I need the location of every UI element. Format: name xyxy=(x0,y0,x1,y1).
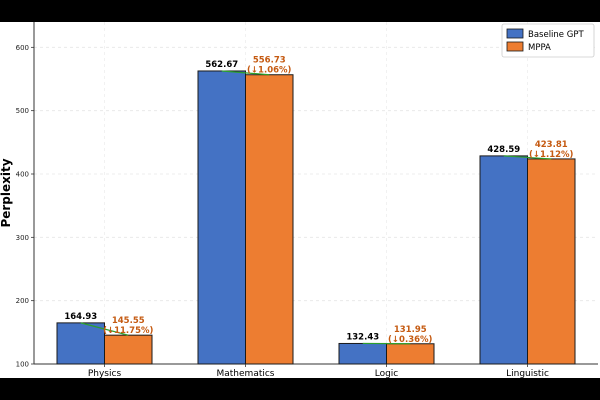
value-label-baseline-gpt: 132.43 xyxy=(346,332,379,342)
bar-baseline-gpt xyxy=(338,342,387,365)
bar-mppa xyxy=(527,158,576,365)
bar-baseline-gpt xyxy=(56,322,105,365)
change-label-mppa: (↓0.36%) xyxy=(388,335,432,345)
bar-baseline-gpt xyxy=(197,70,246,365)
change-label-mppa: (↓11.75%) xyxy=(103,326,153,336)
legend-label: Baseline GPT xyxy=(528,30,584,40)
y-tick-label: 300 xyxy=(16,234,29,242)
legend-label: MPPA xyxy=(528,43,551,53)
x-tick-label: Mathematics xyxy=(217,369,275,378)
legend-box xyxy=(501,23,595,58)
change-connector xyxy=(221,70,270,76)
chart-area: 100 200 300 400 500 600 Perplexity 164.93 145.55… xyxy=(0,22,600,378)
y-tick-label: 100 xyxy=(16,361,29,369)
value-label-baseline-gpt: 164.93 xyxy=(64,312,97,322)
value-label-baseline-gpt: 562.67 xyxy=(205,60,238,70)
bar-mppa xyxy=(104,334,153,365)
y-axis-label: Perplexity xyxy=(0,158,13,227)
bar-mppa xyxy=(386,343,435,365)
change-label-mppa: (↓1.06%) xyxy=(247,66,291,76)
value-label-mppa: 145.55 xyxy=(112,316,145,326)
x-tick-label: Linguistic xyxy=(506,369,549,378)
legend-swatch xyxy=(506,28,524,39)
value-label-mppa: 423.81 xyxy=(535,140,568,150)
value-label-mppa: 556.73 xyxy=(253,56,286,66)
y-tick-label: 400 xyxy=(16,171,29,179)
y-tick-label: 200 xyxy=(16,297,29,305)
perplexity-bar-chart: 100 200 300 400 500 600 Perplexity 164.93 145.55… xyxy=(0,22,598,378)
change-label-mppa: (↓1.12%) xyxy=(529,150,573,160)
x-tick-label: Physics xyxy=(88,369,122,378)
y-tick-label: 500 xyxy=(16,107,29,115)
change-connector xyxy=(503,155,552,160)
y-tick-label: 600 xyxy=(16,44,29,52)
bar-mppa xyxy=(245,74,294,365)
change-connector xyxy=(80,322,129,336)
legend-swatch xyxy=(506,41,524,52)
x-tick-label: Logic xyxy=(375,369,399,378)
value-label-mppa: 131.95 xyxy=(394,325,427,335)
bar-baseline-gpt xyxy=(479,155,528,365)
value-label-baseline-gpt: 428.59 xyxy=(487,145,520,155)
